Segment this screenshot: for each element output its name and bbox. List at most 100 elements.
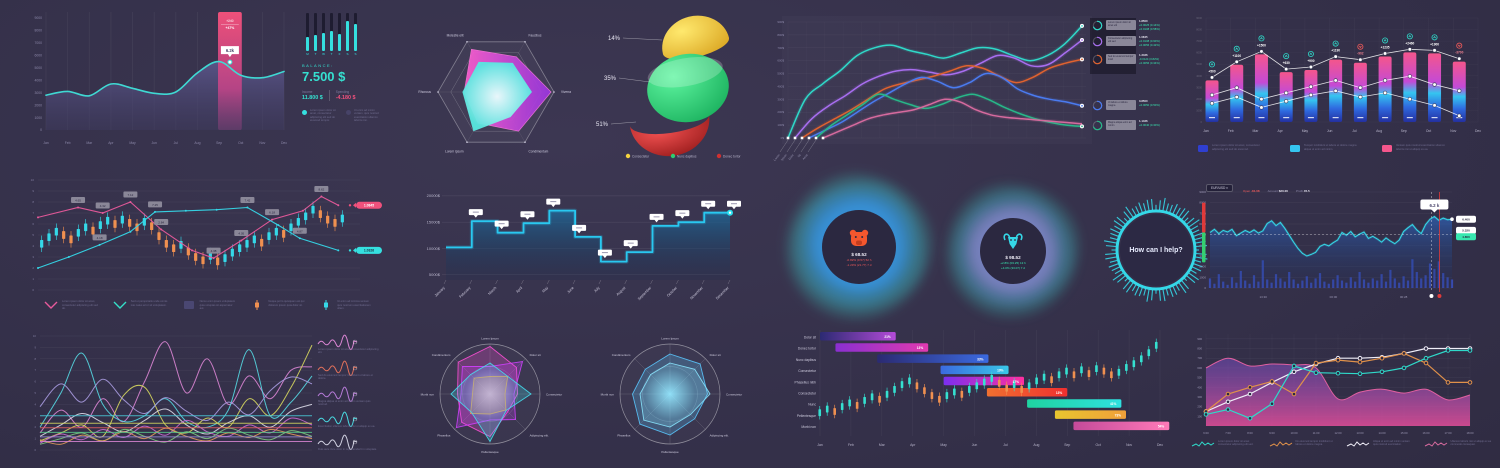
svg-text:500: 500 xyxy=(1197,376,1202,380)
income-label: Income xyxy=(302,90,313,94)
svg-text:Sep: Sep xyxy=(1401,129,1407,133)
panel-balance-area-chart: 9000 8000 7000 6000 5000 4000 3000 2000 1000 0 +24… xyxy=(16,4,384,170)
bear-price: $ 68.52 xyxy=(851,251,867,257)
svg-text:6.2k: 6.2k xyxy=(226,48,235,53)
panel-time-lines: 900 800 700 600 500 400 300 200 100 6:00 7:00 8:00 9… xyxy=(1180,324,1496,464)
dual-radar-chart: Lorem Ipsum Dolor sit Consectetur Adipiscin… xyxy=(421,337,743,455)
svg-text:7000: 7000 xyxy=(34,41,42,45)
slice-red xyxy=(629,114,710,157)
svg-text:1.0326: 1.0326 xyxy=(364,249,374,253)
svg-text:0: 0 xyxy=(1204,286,1206,290)
svg-text:Sit: Sit xyxy=(797,153,802,158)
balance-label: BALANCE: xyxy=(302,63,334,68)
svg-text:9:00: 9:00 xyxy=(1269,431,1275,435)
svg-text:Jan: Jan xyxy=(43,141,49,145)
svg-text:March: March xyxy=(487,286,497,296)
svg-text:Phasellus nibh: Phasellus nibh xyxy=(795,380,817,384)
svg-text:Consectetur: Consectetur xyxy=(798,369,817,373)
legend-item: Exercitation ullamco laboris nisi ut ali… xyxy=(317,412,380,428)
trade-stat: Open -81.08 xyxy=(1242,189,1260,193)
svg-text:3000: 3000 xyxy=(1196,85,1202,89)
svg-text:+1500: +1500 xyxy=(1257,43,1266,47)
indicator-row: Sed do eiusmod tempor incid 1.3426 -0.0124… xyxy=(1092,53,1160,65)
svg-text:+500: +500 xyxy=(1208,69,1215,73)
gantt-candles-chart: Jan Feb Mar Apr May Jun Jul Aug Sep Oct Nov Dec Dolo… xyxy=(795,330,1170,447)
svg-text:3000: 3000 xyxy=(34,91,42,95)
svg-text:Consectetur: Consectetur xyxy=(546,393,562,397)
voice-assistant-blob[interactable]: How can I help? xyxy=(1084,178,1234,324)
svg-text:Feb: Feb xyxy=(1228,129,1234,133)
panel-gradient-bars: 9000 8000 7000 6000 5000 4000 3000 2000 1000 0 Jan… xyxy=(1180,4,1496,172)
svg-text:Condimentum: Condimentum xyxy=(612,353,631,357)
indicator-note: Consectetur adipiscing elit sed xyxy=(1106,36,1136,46)
svg-text:00:00: 00:00 xyxy=(1330,295,1338,299)
svg-text:+900: +900 xyxy=(1307,59,1314,63)
svg-text:4: 4 xyxy=(34,402,36,406)
svg-text:Faucibus: Faucibus xyxy=(529,34,542,38)
indicator-note: Sed do eiusmod tempor incid xyxy=(1106,54,1136,64)
svg-text:Sep: Sep xyxy=(216,141,222,145)
svg-text:Jun: Jun xyxy=(972,443,978,447)
svg-text:1000: 1000 xyxy=(1196,108,1202,112)
bear-blob-core: $ 68.52 -0.82% (0.57) 52 h -1.23% (21.77… xyxy=(822,210,896,284)
panel-dual-radar: Lorem Ipsum Dolor sit Consectetur Adipiscin… xyxy=(398,324,762,464)
svg-text:Dolor sit: Dolor sit xyxy=(804,336,816,340)
sparkline-icon xyxy=(317,360,358,376)
svg-text:Donec tortor: Donec tortor xyxy=(798,347,817,351)
svg-text:May: May xyxy=(129,141,136,145)
svg-text:Nunc dapibus: Nunc dapibus xyxy=(796,358,817,362)
svg-text:Viverra: Viverra xyxy=(561,90,571,94)
svg-text:Nov: Nov xyxy=(1126,443,1132,447)
svg-text:4.18: 4.18 xyxy=(97,236,103,240)
step-line-chart: 20000$ 15000$ 10000$ 5000$ January February Ma… xyxy=(427,193,741,301)
svg-text:0: 0 xyxy=(40,128,42,132)
svg-text:20000$: 20000$ xyxy=(427,193,441,198)
pair-select[interactable]: EUR/USD ▾ xyxy=(1206,184,1233,192)
legend-item: Aliqua ut enim ad minim veniam quis nost… xyxy=(1346,440,1415,449)
svg-text:54%: 54% xyxy=(1158,425,1165,429)
indicator-note: Lorem ipsum dolor sit amet elit xyxy=(1106,20,1136,30)
svg-text:8000: 8000 xyxy=(34,29,42,33)
gauge-ring-icon xyxy=(1092,20,1103,31)
svg-text:May: May xyxy=(541,286,549,294)
y-axis: 9000 8000 7000 6000 5000 4000 3000 2000 1000 0 xyxy=(34,16,42,132)
svg-text:15:00: 15:00 xyxy=(1401,431,1408,435)
svg-text:6.400: 6.400 xyxy=(1462,217,1470,221)
assistant-core[interactable]: How can I help? xyxy=(1120,214,1192,286)
legend-item: Duis aute irure dolor in reprehenderit i… xyxy=(317,434,380,451)
svg-text:Jun: Jun xyxy=(1327,129,1333,133)
panel-trading-area: 900080007000600050004000300020001000013:… xyxy=(1180,176,1494,322)
indicator-note: Ut labore et dolore magna xyxy=(1106,100,1136,110)
legend-vee-icon xyxy=(113,301,127,309)
svg-text:+47%: +47% xyxy=(226,26,235,30)
svg-text:300$: 300$ xyxy=(777,97,784,101)
svg-text:Mar: Mar xyxy=(86,141,93,145)
svg-text:Mar: Mar xyxy=(1253,129,1260,133)
svg-text:600$: 600$ xyxy=(777,59,784,63)
svg-text:8000: 8000 xyxy=(1196,28,1202,32)
svg-text:2: 2 xyxy=(32,266,34,270)
legend-item: Tempor incididunt ut labore et dolore ma… xyxy=(1290,144,1360,152)
svg-text:Molestie elit: Molestie elit xyxy=(447,34,464,38)
legend-item: Veniam quis nostrud exercitation ullamco… xyxy=(1382,144,1452,152)
svg-text:6:00: 6:00 xyxy=(1203,431,1209,435)
grid: 900$ 800$ 700$ 600$ 500$ 400$ 300$ 200$ 100$ 0$ xyxy=(777,20,1086,140)
svg-text:10:00: 10:00 xyxy=(1291,431,1298,435)
bear-change-1: -0.82% (0.57) 52 h xyxy=(846,257,872,262)
svg-text:Jan: Jan xyxy=(817,443,823,447)
svg-text:Adipiscing elit.: Adipiscing elit. xyxy=(530,434,549,438)
svg-text:100: 100 xyxy=(1197,414,1202,418)
sparkline-icon xyxy=(317,434,358,450)
svg-text:1000: 1000 xyxy=(34,116,42,120)
svg-text:4.87: 4.87 xyxy=(297,229,303,233)
svg-text:January: January xyxy=(434,286,446,298)
svg-text:6: 6 xyxy=(34,380,36,384)
panel-gantt-candles: Jan Feb Mar Apr May Jun Jul Aug Sep Oct Nov Dec Dolo… xyxy=(766,324,1174,464)
indicator-note: Magna aliqua enim ad minim xyxy=(1106,120,1136,130)
bull-change-2: +4.0% (33.07) 7 d xyxy=(1001,265,1025,270)
svg-text:Dolor sit: Dolor sit xyxy=(710,353,721,357)
svg-text:2.84: 2.84 xyxy=(158,221,164,225)
svg-text:7.42: 7.42 xyxy=(245,199,251,203)
svg-text:8:00: 8:00 xyxy=(1247,431,1253,435)
